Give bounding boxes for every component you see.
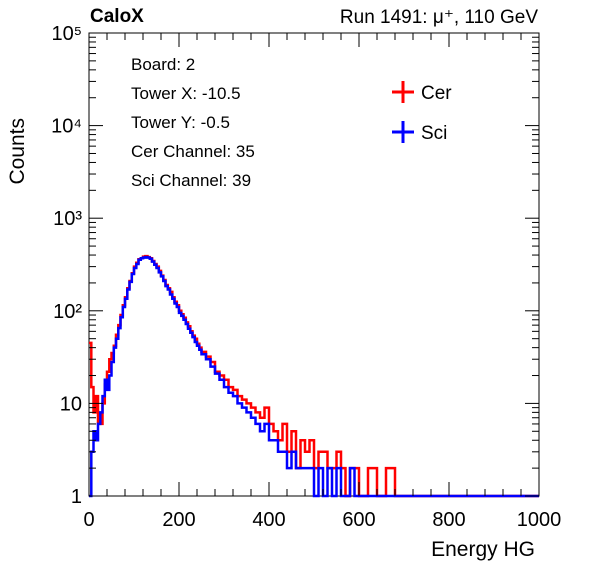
legend-cer-label: Cer bbox=[421, 83, 452, 104]
legend-cer-marker bbox=[392, 81, 414, 103]
y-tick-label: 10⁴ bbox=[51, 116, 82, 138]
y-tick-label: 10² bbox=[53, 301, 82, 323]
x-axis-title: Energy HG bbox=[431, 538, 535, 561]
info-tower-y: Tower Y: -0.5 bbox=[131, 113, 230, 132]
x-tick-label: 600 bbox=[342, 509, 375, 531]
y-tick-label: 10 bbox=[60, 393, 82, 415]
info-cer-channel: Cer Channel: 35 bbox=[131, 142, 255, 161]
y-axis-title: Counts bbox=[6, 118, 29, 185]
series-layer bbox=[89, 254, 539, 498]
y-tick-labels: 1 10 10² 10³ 10⁴ 10⁵ bbox=[51, 23, 82, 508]
brand-label: CaloX bbox=[90, 6, 144, 27]
y-tick-label: 10³ bbox=[53, 208, 82, 230]
x-tick-label: 400 bbox=[252, 509, 285, 531]
x-tick-labels: 0 200 400 600 800 1000 bbox=[83, 509, 561, 531]
x-tick-label: 1000 bbox=[517, 509, 562, 531]
info-tower-x: Tower X: -10.5 bbox=[131, 84, 241, 103]
x-tick-label: 0 bbox=[83, 509, 94, 531]
axis-layer bbox=[88, 32, 540, 497]
plot-frame bbox=[88, 32, 540, 497]
legend: Cer Sci bbox=[392, 81, 452, 144]
x-tick-label: 800 bbox=[432, 509, 465, 531]
y-tick-label: 10⁵ bbox=[51, 23, 82, 45]
info-board: Board: 2 bbox=[131, 55, 196, 74]
legend-sci-label: Sci bbox=[421, 123, 447, 144]
legend-sci-marker bbox=[392, 121, 414, 143]
x-tick-label: 200 bbox=[162, 509, 195, 531]
run-info-label: Run 1491: μ⁺, 110 GeV bbox=[339, 7, 538, 28]
info-sci-channel: Sci Channel: 39 bbox=[131, 171, 252, 190]
series-sci-line bbox=[89, 255, 539, 498]
y-tick-label: 1 bbox=[71, 486, 82, 508]
